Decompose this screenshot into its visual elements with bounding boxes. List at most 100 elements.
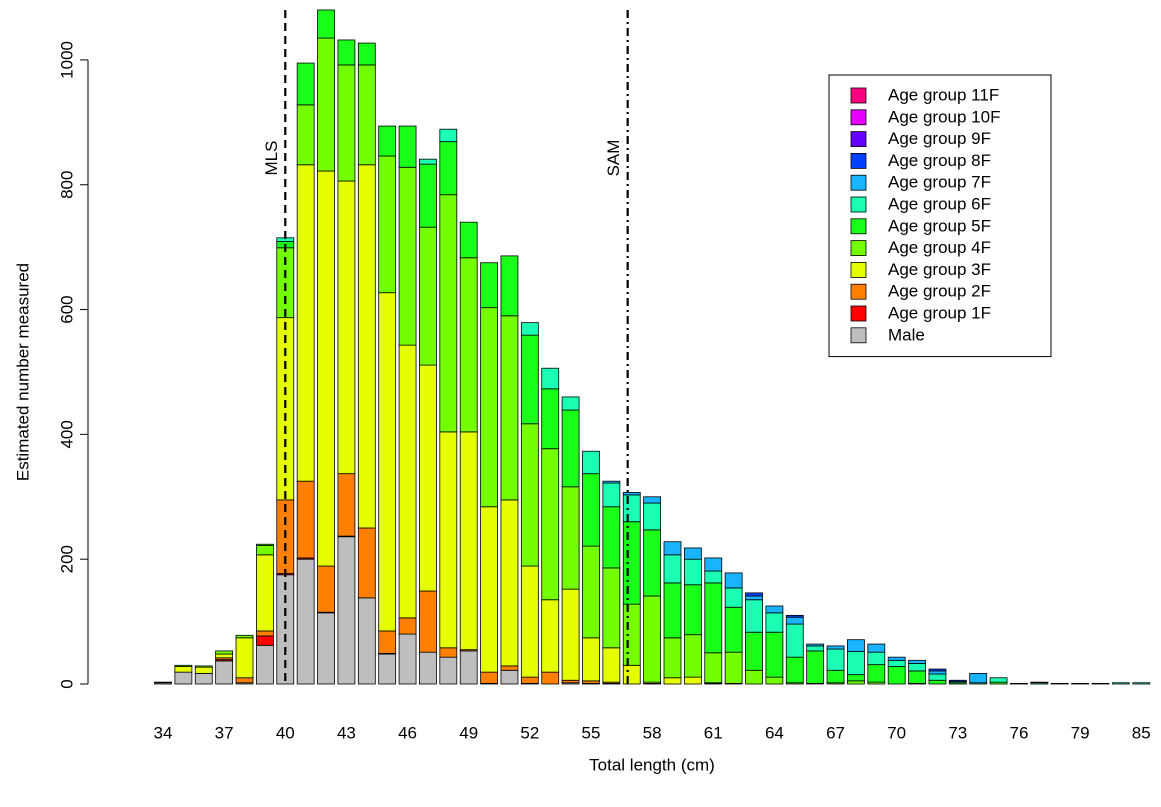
bar-segment bbox=[745, 595, 763, 601]
bar-segment bbox=[357, 597, 376, 685]
bar-segment bbox=[459, 431, 478, 651]
bar-segment bbox=[357, 527, 376, 599]
legend-swatch bbox=[850, 87, 867, 104]
bar-segment bbox=[765, 612, 784, 633]
bar-segment bbox=[704, 557, 723, 572]
bar-segment bbox=[1050, 682, 1069, 685]
bar-segment bbox=[1091, 682, 1110, 685]
bar-segment bbox=[541, 599, 560, 673]
x-tick-label: 85 bbox=[1132, 723, 1151, 742]
bar-segment bbox=[296, 62, 315, 106]
bar-segment bbox=[174, 664, 193, 667]
bar-segment bbox=[826, 645, 845, 650]
bar-segment bbox=[520, 565, 539, 678]
y-tick-label: 800 bbox=[57, 171, 76, 199]
bar-segment bbox=[480, 262, 498, 309]
bar-segment bbox=[582, 545, 600, 639]
x-tick-label: 46 bbox=[398, 723, 417, 742]
x-tick-label: 55 bbox=[582, 723, 601, 742]
bar-segment bbox=[378, 630, 397, 654]
annotation-label: MLS bbox=[262, 141, 281, 176]
bar-segment bbox=[235, 677, 254, 684]
bar-segment bbox=[174, 666, 193, 673]
x-tick-label: 52 bbox=[520, 723, 539, 742]
x-tick-label: 43 bbox=[337, 723, 356, 742]
bar-segment bbox=[215, 653, 234, 659]
bar-segment bbox=[317, 9, 335, 39]
bar-segment bbox=[337, 180, 356, 475]
legend-label: Age group 8F bbox=[888, 151, 991, 170]
bar-segment bbox=[887, 666, 906, 685]
bar-segment bbox=[337, 536, 356, 685]
bar-segment bbox=[154, 681, 172, 684]
bar-segment bbox=[541, 671, 560, 685]
bar-segment bbox=[724, 651, 743, 684]
bar-segment bbox=[847, 651, 865, 676]
bar-segment bbox=[683, 547, 702, 560]
bar-segment bbox=[582, 450, 600, 475]
bar-segment bbox=[337, 39, 356, 66]
bar-segment bbox=[663, 677, 682, 685]
x-tick-label: 76 bbox=[1009, 723, 1028, 742]
bar-segment bbox=[500, 315, 519, 501]
bar-segment bbox=[663, 554, 682, 584]
bar-segment bbox=[480, 506, 498, 673]
bar-segment bbox=[969, 672, 988, 684]
bar-segment bbox=[500, 255, 519, 317]
x-tick-label: 64 bbox=[765, 723, 784, 742]
y-tick-label: 400 bbox=[57, 420, 76, 448]
bar-segment bbox=[826, 669, 845, 684]
bar-segment bbox=[419, 651, 437, 685]
bar-segment bbox=[378, 155, 397, 294]
bar-segment bbox=[1132, 682, 1151, 685]
bar-segment bbox=[500, 669, 519, 685]
bar-segment bbox=[582, 473, 600, 547]
bar-segment bbox=[541, 388, 560, 450]
x-tick-label: 67 bbox=[826, 723, 845, 742]
bar-segment bbox=[194, 665, 213, 668]
bar-segment bbox=[948, 679, 967, 682]
bar-segment bbox=[908, 663, 926, 672]
bar-segment bbox=[643, 502, 662, 531]
legend-label: Age group 5F bbox=[888, 216, 991, 235]
bar-segment bbox=[1030, 681, 1049, 684]
y-tick-label: 600 bbox=[57, 295, 76, 323]
bar-segment bbox=[317, 37, 335, 172]
bar-segment bbox=[908, 670, 926, 684]
bar-segment bbox=[357, 164, 376, 529]
bar-segment bbox=[215, 660, 234, 685]
bar-segment bbox=[561, 486, 580, 590]
bar-segment bbox=[683, 558, 702, 586]
bar-segment bbox=[296, 104, 315, 166]
legend-swatch bbox=[850, 218, 867, 235]
bar-segment bbox=[622, 664, 641, 685]
bar-segment bbox=[847, 674, 865, 682]
bar-segment bbox=[785, 656, 804, 684]
bar-segment bbox=[724, 587, 743, 608]
legend-label: Age group 6F bbox=[888, 194, 991, 213]
bar-segment bbox=[683, 676, 702, 685]
bar-segment bbox=[704, 570, 723, 584]
legend-label: Age group 4F bbox=[888, 238, 991, 257]
bar-segment bbox=[622, 521, 641, 605]
bar-segment bbox=[765, 676, 784, 685]
bar-segment bbox=[296, 558, 315, 685]
bar-segment bbox=[928, 668, 947, 672]
bar-segment bbox=[867, 664, 886, 683]
bar-segment bbox=[419, 163, 437, 228]
x-tick-label: 61 bbox=[704, 723, 723, 742]
x-axis-label: Total length (cm) bbox=[589, 755, 715, 774]
bar-segment bbox=[419, 590, 437, 653]
bar-segment bbox=[867, 643, 886, 653]
bar-segment bbox=[357, 64, 376, 166]
bar-segment bbox=[622, 494, 641, 523]
bar-segment bbox=[561, 396, 580, 411]
bar-segment bbox=[908, 659, 926, 664]
bar-segment bbox=[398, 633, 417, 685]
bar-segment bbox=[357, 42, 376, 66]
legend-label: Age group 11F bbox=[888, 85, 999, 104]
bar-segment bbox=[704, 582, 723, 654]
bar-segment bbox=[745, 669, 763, 685]
bar-segment bbox=[989, 677, 1008, 683]
bar-segment bbox=[765, 605, 784, 614]
